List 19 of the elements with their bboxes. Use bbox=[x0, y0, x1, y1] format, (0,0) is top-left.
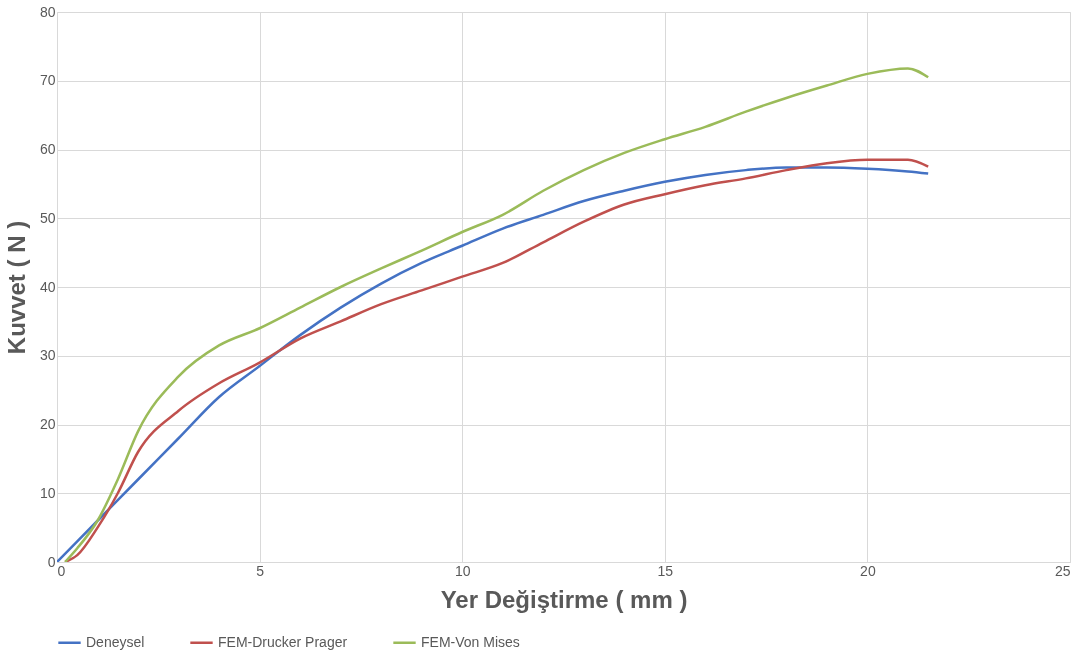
y-tick-label: 20 bbox=[39, 416, 56, 432]
x-tick-label: 25 bbox=[1054, 562, 1071, 579]
x-tick-label: 20 bbox=[860, 562, 876, 579]
y-tick-label: 10 bbox=[39, 484, 56, 501]
legend-label: Deneysel bbox=[86, 633, 145, 650]
y-tick-label: 40 bbox=[39, 278, 56, 295]
x-axis-title: Yer Değiştirme ( mm ) bbox=[440, 585, 688, 613]
y-axis-title: Kuvvet ( N ) bbox=[2, 220, 30, 355]
legend-label: FEM-Drucker Prager bbox=[218, 633, 348, 650]
y-tick-label: 60 bbox=[39, 141, 56, 157]
x-tick-label: 5 bbox=[256, 562, 265, 579]
line-series bbox=[63, 67, 930, 562]
y-tick-label: 70 bbox=[39, 72, 56, 89]
y-tick-label: 80 bbox=[39, 3, 56, 20]
legend-label: FEM-Von Mises bbox=[421, 633, 520, 650]
y-tick-label: 50 bbox=[39, 209, 56, 226]
y-tick-label: 30 bbox=[39, 347, 56, 364]
x-tick-label: 15 bbox=[657, 562, 674, 579]
x-tick-label: 10 bbox=[454, 562, 471, 579]
